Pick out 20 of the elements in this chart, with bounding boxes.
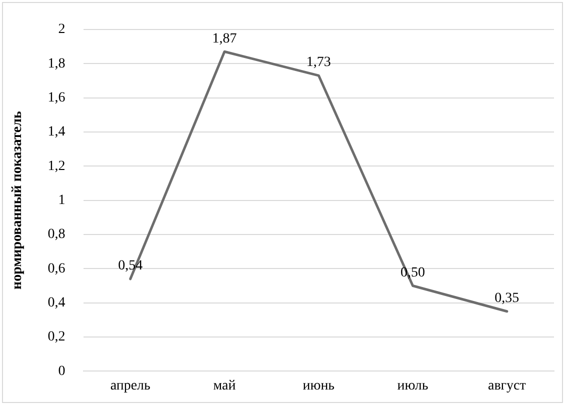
y-tick-label: 1,6 — [48, 90, 66, 106]
x-tick-label: июль — [397, 378, 428, 394]
y-tick-label: 0 — [58, 364, 66, 379]
data-label: 1,87 — [212, 31, 237, 46]
data-label: 1,73 — [306, 55, 331, 70]
x-tick-label: май — [213, 378, 236, 394]
y-tick-label: 0,4 — [48, 296, 66, 311]
data-label: 0,35 — [494, 291, 520, 306]
y-tick-label: 0,6 — [48, 261, 66, 276]
y-tick-label: 0,8 — [48, 227, 66, 242]
y-tick-label: 1,8 — [48, 56, 66, 72]
y-tick-label: 1,4 — [48, 124, 66, 140]
y-tick-label: 1 — [58, 192, 66, 208]
y-tick-label: 0,2 — [48, 330, 66, 345]
x-tick-label: апрель — [110, 378, 150, 394]
y-axis-title: нормированный показатель — [10, 110, 26, 290]
y-tick-label: 2 — [58, 22, 66, 38]
y-tick-label: 1,2 — [48, 158, 66, 174]
x-tick-label: август — [488, 378, 526, 394]
x-tick-label: июнь — [302, 378, 335, 394]
